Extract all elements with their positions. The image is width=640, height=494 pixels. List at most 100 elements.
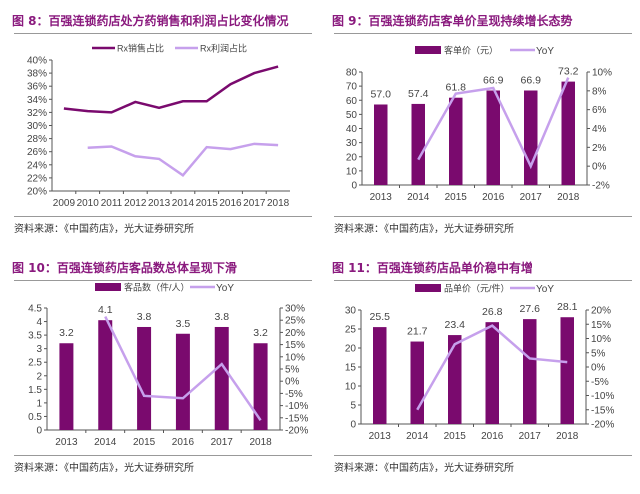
chart-8-svg: 20%22%24%26%28%30%32%34%36%38%40%2009 201… bbox=[27, 43, 290, 209]
divider bbox=[334, 33, 632, 34]
y-tick-label: 70 bbox=[346, 82, 358, 93]
data-label: 66.9 bbox=[521, 75, 542, 87]
chart-title: 图 9：百强连锁药店客单价呈现持续增长态势 bbox=[332, 14, 573, 28]
legend-swatch bbox=[95, 283, 121, 291]
y-tick-label: 60 bbox=[346, 96, 358, 107]
chart-9-svg: 0 10 20 30 40 50 60 70 80 -2% 0% 2% 4% 6% 8% 10% 2013 201… bbox=[346, 45, 612, 204]
figure-10: 0 0.5 1 1.5 2 2.5 3 3.5 4 4.5 -20% -15% -10% -5% 0% 5% 1… bbox=[0, 247, 320, 494]
y2-tick-label: 8% bbox=[592, 86, 607, 97]
data-label: 66.9 bbox=[483, 75, 504, 87]
y-tick-label: 20% bbox=[27, 187, 47, 198]
y2-tick-label: 20% bbox=[591, 306, 611, 317]
y-tick-label: 24% bbox=[27, 160, 47, 171]
y-tick-label: 26% bbox=[27, 147, 47, 158]
y2-tick-label: 0% bbox=[592, 162, 607, 173]
bar bbox=[410, 341, 424, 424]
legend-label: YoY bbox=[216, 283, 234, 294]
y2-tick-label: -15% bbox=[285, 413, 308, 424]
x-tick-label: 2014 bbox=[94, 437, 117, 448]
divider bbox=[334, 455, 632, 456]
source-note: 资料来源：《中国药店》，光大证券研究所 bbox=[14, 224, 194, 235]
y2-tick-label: 25% bbox=[285, 316, 305, 327]
y-tick-label: 34% bbox=[27, 95, 47, 106]
y2-tick-label: -20% bbox=[591, 420, 614, 431]
y2-tick-label: 2% bbox=[592, 143, 607, 154]
data-label: 73.2 bbox=[558, 66, 579, 78]
x-tick-label: 2018 bbox=[557, 192, 580, 203]
x-tick-label: 2013 bbox=[55, 437, 78, 448]
y-tick-label: 0.5 bbox=[28, 412, 42, 423]
source-note: 资料来源：《中国药店》，光大证券研究所 bbox=[14, 463, 194, 474]
bar bbox=[561, 81, 575, 185]
y-tick-label: 4 bbox=[36, 317, 42, 328]
y-tick-label: 2.5 bbox=[28, 358, 42, 369]
series-line-yoy bbox=[416, 324, 568, 411]
data-label: 57.4 bbox=[408, 88, 429, 100]
x-tick-label: 2011 bbox=[101, 198, 123, 209]
bar bbox=[448, 335, 462, 424]
bar bbox=[524, 90, 538, 185]
y-tick-label: 10 bbox=[345, 382, 357, 393]
y-tick-label: 25 bbox=[345, 325, 357, 336]
x-tick-label: 2018 bbox=[267, 198, 290, 209]
legend-swatch bbox=[415, 46, 441, 54]
divider bbox=[14, 33, 312, 34]
data-label: 3.2 bbox=[59, 327, 74, 339]
y-tick-label: 10 bbox=[346, 166, 358, 177]
y-tick-label: 40 bbox=[346, 124, 358, 135]
legend-label: 客单价（元） bbox=[444, 45, 498, 56]
data-label: 57.0 bbox=[371, 88, 392, 100]
bar bbox=[374, 104, 388, 185]
chart-title: 图 8：百强连锁药店处方药销售和利润占比变化情况 bbox=[12, 14, 289, 28]
data-label: 61.8 bbox=[446, 82, 467, 94]
series-line-yoy bbox=[417, 77, 570, 170]
x-tick-label: 2013 bbox=[369, 431, 392, 442]
y2-tick-label: -5% bbox=[591, 377, 609, 388]
data-label: 3.8 bbox=[137, 311, 152, 323]
legend-swatch bbox=[415, 284, 441, 292]
x-tick-label: 2012 bbox=[124, 198, 147, 209]
series-line-yoy bbox=[104, 315, 262, 421]
x-tick-label: 2013 bbox=[148, 198, 171, 209]
y2-tick-label: -20% bbox=[285, 426, 308, 437]
y-tick-label: 50 bbox=[346, 110, 358, 121]
x-tick-label: 2015 bbox=[196, 198, 219, 209]
bar bbox=[373, 327, 387, 424]
x-tick-label: 2017 bbox=[211, 437, 234, 448]
legend-label: Rx销售占比 bbox=[117, 43, 164, 54]
y2-tick-label: -5% bbox=[285, 389, 303, 400]
data-label: 27.6 bbox=[520, 303, 541, 315]
x-tick-label: 2014 bbox=[172, 198, 195, 209]
x-tick-label: 2016 bbox=[481, 431, 504, 442]
y-tick-label: 5 bbox=[350, 401, 356, 412]
y-tick-label: 20 bbox=[345, 344, 357, 355]
x-tick-label: 2014 bbox=[406, 431, 429, 442]
chart-10-svg: 0 0.5 1 1.5 2 2.5 3 3.5 4 4.5 -20% -15%-10%-5%0%5% 1… bbox=[28, 282, 308, 449]
bar bbox=[137, 326, 152, 430]
y2-tick-label: -15% bbox=[591, 405, 614, 416]
x-tick-label: 2015 bbox=[133, 437, 156, 448]
bar bbox=[486, 90, 500, 185]
legend-label: YoY bbox=[536, 284, 554, 295]
x-tick-label: 2010 bbox=[77, 198, 100, 209]
y-tick-label: 0 bbox=[350, 420, 356, 431]
source-note: 资料来源：《中国药店》，光大证券研究所 bbox=[334, 224, 514, 235]
data-label: 28.1 bbox=[557, 301, 578, 313]
y2-tick-label: 10% bbox=[591, 334, 611, 345]
y2-tick-label: 4% bbox=[592, 124, 607, 135]
divider bbox=[14, 455, 312, 456]
legend-label: 客品数（件/人） bbox=[124, 282, 190, 293]
bar bbox=[485, 322, 499, 424]
y2-tick-label: 15% bbox=[285, 340, 305, 351]
figure-11: 0 5 10 15 20 25 30 -20% -15% -10% -5% 0% 5% 10% 15% 20%… bbox=[320, 247, 640, 494]
data-label: 3.5 bbox=[176, 318, 191, 330]
chart-title: 图 10：百强连锁药店客品数总体呈现下滑 bbox=[12, 261, 237, 275]
x-tick-label: 2015 bbox=[444, 431, 467, 442]
source-note: 资料来源：《中国药店》，光大证券研究所 bbox=[334, 463, 514, 474]
x-tick-label: 2017 bbox=[520, 192, 543, 203]
series-line-rx-sales bbox=[63, 65, 279, 114]
x-tick-label: 2009 bbox=[53, 198, 76, 209]
x-tick-label: 2018 bbox=[556, 431, 579, 442]
series-line-rx-profit bbox=[87, 142, 279, 177]
y2-tick-label: 15% bbox=[591, 320, 611, 331]
